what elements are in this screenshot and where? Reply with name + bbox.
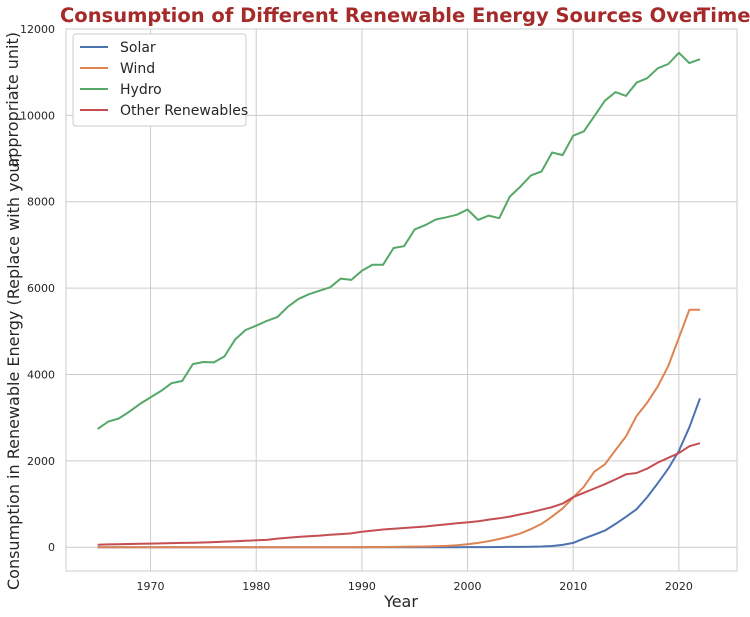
y-tick-label: 4000 — [27, 368, 55, 381]
y-tick-label: 10000 — [20, 109, 55, 122]
x-tick-labels: 1970 1980 1990 2000 2010 2020 — [137, 580, 693, 593]
y-tick-label: 2000 — [27, 455, 55, 468]
x-tick-label: 1990 — [348, 580, 376, 593]
series-lines — [97, 51, 701, 549]
series-line-hydro — [97, 51, 701, 430]
x-tick-label: 2000 — [454, 580, 482, 593]
x-tick-label: 2020 — [665, 580, 693, 593]
y-axis-label-line2: Consumption in Renewable Energy (Replace… — [4, 155, 23, 590]
chart-title-right: Time — [697, 4, 750, 27]
x-tick-label: 2010 — [559, 580, 587, 593]
legend-label-hydro: Hydro — [120, 82, 162, 98]
legend-label-wind: Wind — [120, 61, 155, 77]
y-tick-label: 12000 — [20, 23, 55, 36]
series-line-other-renewables — [97, 442, 701, 546]
grid — [66, 28, 737, 571]
chart-title-left: Consumption of Different Renewable Energ… — [60, 4, 702, 27]
y-tick-label: 8000 — [27, 196, 55, 209]
x-tick-label: 1970 — [137, 580, 165, 593]
legend-label-other-renewables: Other Renewables — [120, 103, 248, 119]
legend-label-solar: Solar — [120, 40, 156, 56]
legend: Solar Wind Hydro Other Renewables — [72, 33, 248, 127]
y-tick-label: 6000 — [27, 282, 55, 295]
y-axis-label-line1: appropriate unit) — [3, 32, 22, 168]
y-tick-labels: 0 2000 4000 6000 8000 10000 12000 — [20, 23, 55, 554]
x-axis-label: Year — [383, 592, 418, 611]
y-tick-label: 0 — [48, 541, 55, 554]
series-line-wind — [97, 308, 700, 549]
x-tick-label: 1980 — [242, 580, 270, 593]
legend-box — [72, 33, 247, 127]
